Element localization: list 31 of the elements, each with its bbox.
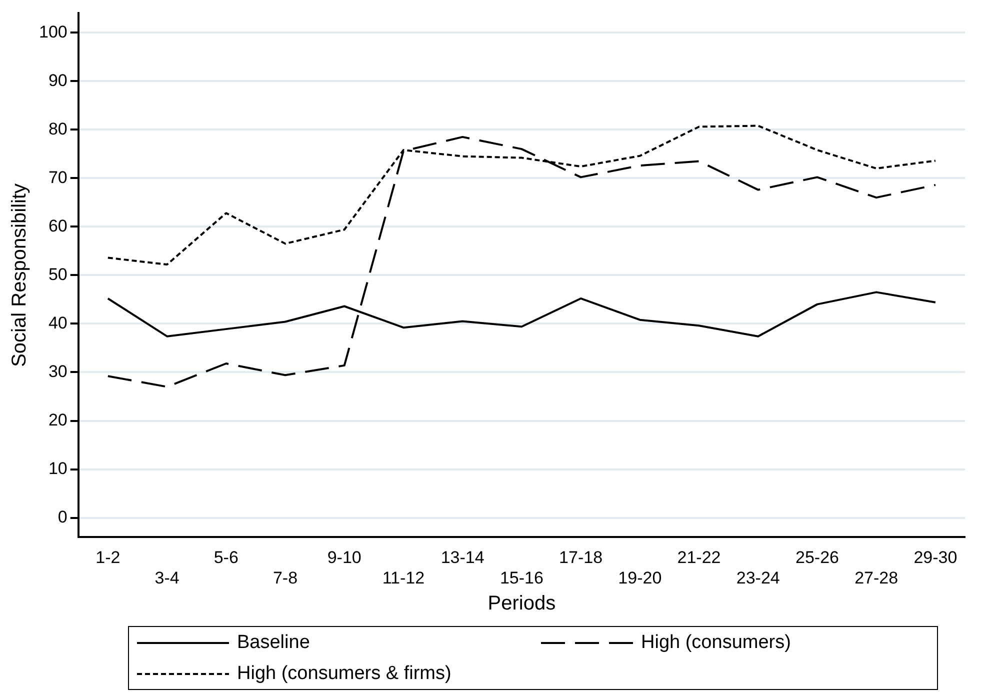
y-tick-label: 30 — [48, 362, 68, 381]
y-tick-label: 70 — [48, 168, 68, 187]
y-tick-label: 90 — [48, 70, 68, 90]
y-tick-label: 100 — [38, 22, 68, 42]
x-tick-label: 19-20 — [618, 568, 662, 588]
x-tick-label: 11-12 — [382, 568, 425, 588]
y-tick-label: 40 — [48, 313, 68, 332]
y-tick-label: 50 — [48, 264, 68, 284]
legend-label: High (consumers & firms) — [237, 662, 452, 684]
legend-label: High (consumers) — [641, 632, 791, 654]
y-tick-label: 0 — [58, 507, 68, 526]
y-tick-label: 10 — [48, 458, 68, 478]
x-tick-label: 25-26 — [795, 548, 839, 568]
x-tick-label: 3-4 — [154, 568, 180, 588]
x-axis-title: Periods — [488, 592, 556, 615]
x-tick-label: 15-16 — [500, 568, 544, 588]
x-tick-label: 5-6 — [214, 548, 238, 568]
x-tick-label: 27-28 — [854, 568, 898, 588]
legend-label: Baseline — [237, 632, 310, 654]
y-tick-label: 80 — [48, 119, 68, 138]
y-axis-title: Social Responsibility — [8, 183, 31, 367]
x-tick-label: 29-30 — [914, 548, 958, 568]
y-tick-label: 20 — [48, 410, 68, 430]
x-tick-label: 9-10 — [327, 548, 362, 568]
x-tick-label: 1-2 — [96, 548, 120, 568]
x-tick-label: 13-14 — [440, 548, 484, 568]
x-tick-label: 17-18 — [559, 548, 603, 568]
x-tick-label: 23-24 — [736, 568, 780, 588]
y-tick-label: 60 — [48, 216, 68, 236]
x-tick-label: 7-8 — [272, 568, 298, 588]
x-tick-label: 21-22 — [677, 548, 721, 568]
